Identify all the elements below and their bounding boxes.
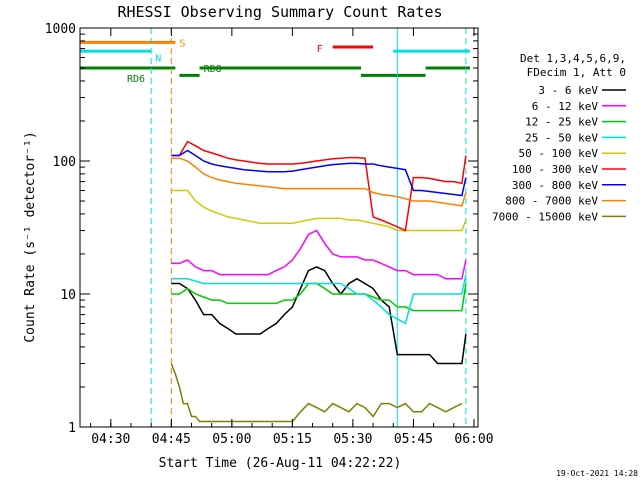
legend-entry-label: 25 - 50 keV	[525, 131, 598, 144]
flag-label-f: F	[317, 44, 323, 55]
legend-entry-label: 3 - 6 keV	[538, 84, 598, 97]
y-tick-label: 1	[68, 421, 76, 436]
legend-header-1: Det 1,3,4,5,6,9,	[520, 52, 626, 65]
ticks-layer: 04:30 04:45 05:00 05:15 05:30 05:45 06:00 1 10 10…	[45, 22, 494, 447]
chart-title: RHESSI Observing Summary Count Rates	[117, 3, 442, 21]
legend-entry-label: 800 - 7000 keV	[505, 195, 598, 208]
flag-label-rd8: RD8	[204, 64, 222, 75]
legend-entry-label: 12 - 25 keV	[525, 116, 598, 129]
series-line-5	[171, 140, 467, 232]
x-tick-label: 05:30	[333, 432, 372, 447]
legend-entry-label: 100 - 300 keV	[512, 163, 598, 176]
x-tick-label: 05:00	[212, 432, 251, 447]
legend-header-2: FDecim 1, Att 0	[527, 66, 626, 79]
footer-timestamp: 19-Oct-2021 14:28	[556, 469, 638, 478]
x-tick-label: 05:45	[394, 432, 433, 447]
x-tick-label: 04:30	[91, 432, 130, 447]
plot-frame	[79, 27, 479, 428]
series-line-3	[171, 274, 467, 325]
flag-label-rd6: RD6	[127, 74, 145, 85]
flag-bars-layer: S N RD6 RD8 F	[80, 38, 470, 85]
flag-label-s: S	[179, 38, 185, 49]
series-line-8	[170, 363, 463, 423]
series-line-7	[171, 157, 467, 207]
x-tick-label: 04:45	[152, 432, 191, 447]
series-line-1	[171, 229, 467, 280]
series-layer	[170, 140, 467, 423]
series-line-6	[171, 149, 467, 197]
series-line-0	[171, 266, 467, 365]
legend: Det 1,3,4,5,6,9, FDecim 1, Att 0 3 - 6 k…	[492, 52, 626, 223]
y-tick-label: 1000	[45, 22, 76, 37]
series-line-2	[171, 282, 467, 312]
legend-entry-label: 6 - 12 keV	[532, 100, 599, 113]
y-tick-label: 100	[53, 155, 76, 170]
x-tick-label: 06:00	[454, 432, 493, 447]
legend-entry-label: 7000 - 15000 keV	[492, 210, 598, 223]
y-axis-label: Count Rate (s⁻¹ detector⁻¹)	[23, 131, 38, 342]
x-axis-label: Start Time (26-Aug-11 04:22:22)	[159, 456, 402, 471]
legend-entry-label: 300 - 800 keV	[512, 179, 598, 192]
legend-entry-label: 50 - 100 keV	[519, 147, 599, 160]
series-line-4	[171, 189, 467, 232]
flag-label-n: N	[155, 54, 161, 65]
y-tick-label: 10	[60, 288, 76, 303]
x-tick-label: 05:15	[273, 432, 312, 447]
